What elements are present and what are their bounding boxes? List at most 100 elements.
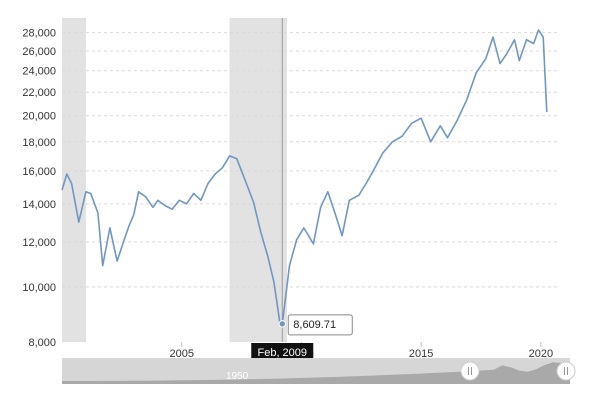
data-point[interactable] — [356, 193, 361, 198]
data-point[interactable] — [464, 98, 469, 103]
data-point[interactable] — [64, 171, 69, 176]
data-point[interactable] — [155, 198, 160, 203]
data-point[interactable] — [69, 181, 74, 186]
data-point[interactable] — [258, 229, 263, 234]
data-point[interactable] — [177, 198, 182, 203]
data-point[interactable] — [498, 61, 503, 66]
data-point[interactable] — [213, 171, 218, 176]
data-point[interactable] — [428, 139, 433, 144]
data-point[interactable] — [490, 35, 495, 40]
y-tick-label: 24,000 — [22, 66, 56, 78]
x-crosshair-label-box — [251, 343, 314, 361]
data-point[interactable] — [536, 28, 541, 33]
y-tick-label: 22,000 — [22, 87, 56, 99]
data-point[interactable] — [544, 110, 549, 115]
recession-band — [229, 18, 288, 342]
tooltip: 8,609.71 — [287, 314, 353, 336]
x-crosshair-label: Feb, 2009 — [251, 343, 314, 361]
data-point[interactable] — [131, 212, 136, 217]
data-point[interactable] — [325, 189, 330, 194]
data-point[interactable] — [517, 58, 522, 63]
data-point[interactable] — [380, 150, 385, 155]
data-point[interactable] — [524, 37, 529, 42]
data-point[interactable] — [371, 168, 376, 173]
data-point[interactable] — [150, 205, 155, 210]
data-point[interactable] — [251, 200, 256, 205]
data-point[interactable] — [234, 156, 239, 161]
data-point[interactable] — [505, 50, 510, 55]
data-point[interactable] — [227, 153, 232, 158]
x-tick-label: 2015 — [409, 348, 433, 360]
data-point[interactable] — [122, 237, 127, 242]
data-points — [60, 28, 550, 327]
data-point[interactable] — [184, 201, 189, 206]
data-point[interactable] — [162, 203, 167, 208]
data-point[interactable] — [419, 116, 424, 121]
data-point[interactable] — [83, 189, 88, 194]
data-point[interactable] — [88, 191, 93, 196]
data-point[interactable] — [390, 139, 395, 144]
recession-bands — [62, 18, 288, 342]
data-point[interactable] — [191, 191, 196, 196]
navigator-handle-left[interactable] — [460, 361, 480, 381]
data-point[interactable] — [198, 198, 203, 203]
data-point[interactable] — [364, 181, 369, 186]
handle-knob[interactable] — [556, 361, 576, 381]
data-point[interactable] — [76, 220, 81, 225]
recession-band — [62, 18, 86, 342]
data-point[interactable] — [206, 181, 211, 186]
navigator-series — [62, 362, 570, 384]
y-tick-label: 10,000 — [22, 282, 56, 294]
data-point[interactable] — [438, 123, 443, 128]
data-point[interactable] — [107, 225, 112, 230]
data-point[interactable] — [318, 205, 323, 210]
data-point[interactable] — [399, 134, 404, 139]
data-point[interactable] — [127, 223, 132, 228]
data-point[interactable] — [60, 188, 65, 193]
tooltip-value: 8,609.71 — [293, 319, 336, 331]
data-point[interactable] — [340, 233, 345, 238]
data-point[interactable] — [271, 280, 276, 285]
tooltip-box — [287, 314, 353, 336]
navigator-handle-right[interactable] — [556, 361, 576, 381]
handle-knob[interactable] — [460, 361, 480, 381]
data-point[interactable] — [265, 254, 270, 259]
data-point[interactable] — [445, 135, 450, 140]
highlight-point — [278, 320, 286, 328]
y-tick-label: 8,000 — [28, 337, 56, 349]
data-point[interactable] — [170, 207, 175, 212]
x-tick-label: 2020 — [529, 348, 553, 360]
data-point[interactable] — [136, 189, 141, 194]
y-tick-label: 12,000 — [22, 237, 56, 249]
data-point[interactable] — [220, 165, 225, 170]
data-point[interactable] — [409, 121, 414, 126]
data-point[interactable] — [95, 210, 100, 215]
data-point[interactable] — [244, 181, 249, 186]
y-tick-label: 18,000 — [22, 137, 56, 149]
x-axis-ticks: 2005201020152020 — [169, 342, 553, 360]
data-point[interactable] — [287, 263, 292, 268]
y-tick-label: 20,000 — [22, 111, 56, 123]
data-point[interactable] — [512, 37, 517, 42]
data-point[interactable] — [301, 225, 306, 230]
y-tick-label: 26,000 — [22, 46, 56, 58]
data-point[interactable] — [294, 237, 299, 242]
navigator-start-year: 1950 — [226, 371, 249, 382]
data-point[interactable] — [455, 118, 460, 123]
y-tick-label: 28,000 — [22, 28, 56, 40]
navigator[interactable]: 1950 — [62, 358, 576, 384]
data-point[interactable] — [100, 263, 105, 268]
data-point[interactable] — [541, 35, 546, 40]
data-point[interactable] — [311, 241, 316, 246]
data-point[interactable] — [531, 41, 536, 46]
data-point[interactable] — [115, 259, 120, 264]
x-crosshair-label-text: Feb, 2009 — [257, 347, 307, 359]
data-point[interactable] — [332, 210, 337, 215]
y-tick-label: 14,000 — [22, 199, 56, 211]
data-point[interactable] — [143, 194, 148, 199]
data-point[interactable] — [483, 56, 488, 61]
data-point[interactable] — [474, 70, 479, 75]
gridlines — [62, 32, 560, 288]
data-point[interactable] — [347, 198, 352, 203]
